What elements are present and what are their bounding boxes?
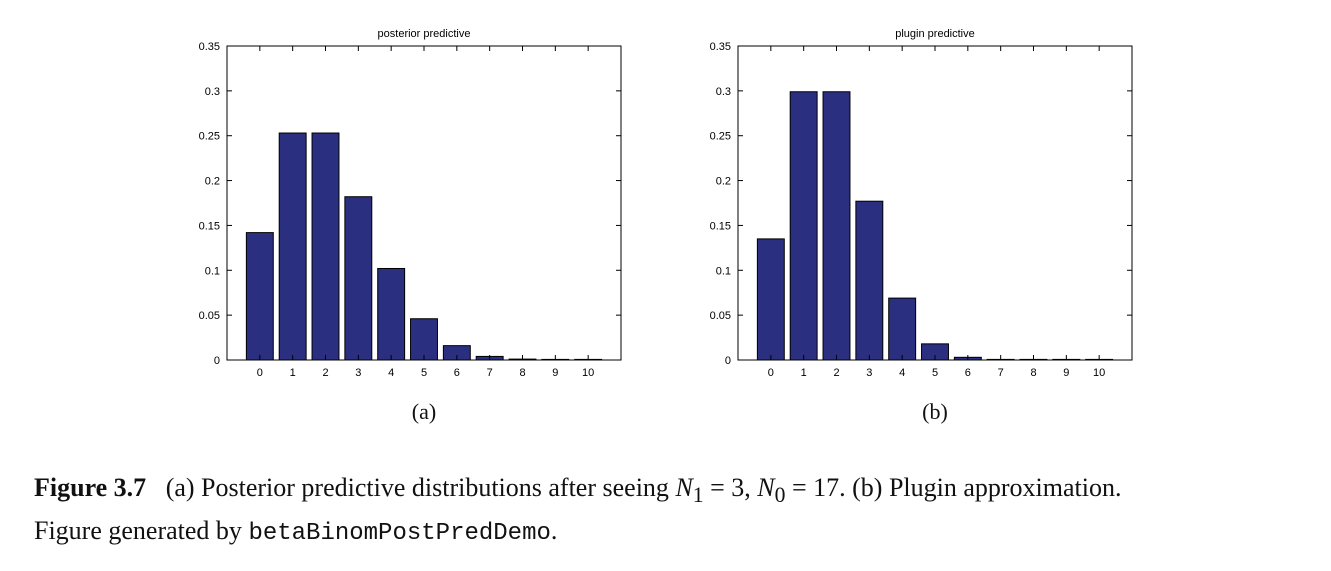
x-tick-label: 1 [290,367,296,379]
y-tick-label: 0.35 [199,41,220,53]
bar-1 [789,91,818,361]
bar-0 [245,232,274,361]
y-tick-label: 0.2 [716,176,731,188]
caption-n0-symbol: N [757,473,775,502]
bar-3 [344,196,373,361]
caption-n1-value: = 3, [703,473,758,502]
y-tick-label: 0.35 [710,41,731,53]
caption-line2-suffix: . [550,516,558,546]
y-tick-label: 0.3 [716,86,731,98]
caption-text-a: (a) Posterior predictive distributions a… [165,473,676,502]
x-tick-label: 10 [1093,367,1105,379]
y-tick-label: 0.05 [199,310,220,322]
bar-5 [410,318,438,361]
x-tick-label: 3 [355,367,361,379]
bar-4 [377,267,406,361]
caption-text-b: (b) Plugin approximation. [845,473,1122,502]
x-tick-label: 10 [582,367,594,379]
x-tick-label: 2 [833,367,839,379]
y-tick-label: 0 [214,355,220,367]
x-tick-label: 0 [768,367,774,379]
caption-code-name: betaBinomPostPredDemo [248,520,551,548]
chart-panel-a: 0 0.05 0.1 0.15 0.2 0.25 0.3 0.35 0 1 2 3 4 5 6 7 8 9 10 po… [199,28,622,424]
y-tick-label: 0.15 [199,220,220,232]
y-tick-label: 0.05 [710,310,731,322]
x-tick-label: 4 [899,367,905,379]
caption-line2-prefix: Figure generated by [34,516,249,546]
panel-label: (b) [922,399,948,424]
y-tick-label: 0.3 [205,86,220,98]
x-tick-label: 5 [932,367,938,379]
x-tick-label: 9 [552,367,558,379]
panel-label: (a) [412,399,436,424]
bar-4 [888,297,917,361]
x-tick-label: 9 [1063,367,1069,379]
x-tick-label: 7 [998,367,1004,379]
y-tick-label: 0.15 [710,220,731,232]
bar-3 [855,200,884,361]
y-tick-label: 0.1 [716,265,731,277]
y-tick-label: 0.25 [710,131,731,143]
x-tick-label: 4 [388,367,394,379]
chart-title: posterior predictive [378,28,471,40]
x-tick-label: 3 [866,367,872,379]
y-tick-label: 0.25 [199,131,220,143]
caption-n0-value: = 17. [785,473,846,502]
x-tick-label: 8 [1030,367,1036,379]
bar-1 [278,132,307,361]
bar-2 [311,132,340,361]
x-tick-label: 5 [421,367,427,379]
caption-n0-subscript: 0 [774,483,786,508]
caption-n1-symbol: N [675,473,693,502]
x-tick-label: 7 [487,367,493,379]
y-tick-label: 0.2 [205,176,220,188]
bar-0 [756,238,785,361]
y-tick-label: 0 [725,355,731,367]
x-tick-label: 6 [454,367,460,379]
x-tick-label: 1 [801,367,807,379]
x-tick-label: 6 [965,367,971,379]
x-tick-label: 0 [257,367,263,379]
caption-figure-label: Figure 3.7 [34,473,147,502]
figure-caption: Figure 3.7 (a) Posterior predictive dist… [34,470,1309,552]
x-tick-label: 8 [519,367,525,379]
caption-n1-subscript: 1 [692,483,704,508]
y-tick-label: 0.1 [205,265,220,277]
chart-title: plugin predictive [895,28,975,40]
x-tick-label: 2 [322,367,328,379]
chart-panel-b: 0 0.05 0.1 0.15 0.2 0.25 0.3 0.35 0 1 2 3 4 5 6 7 8 9 10 pl… [710,28,1133,424]
bar-2 [822,91,851,361]
